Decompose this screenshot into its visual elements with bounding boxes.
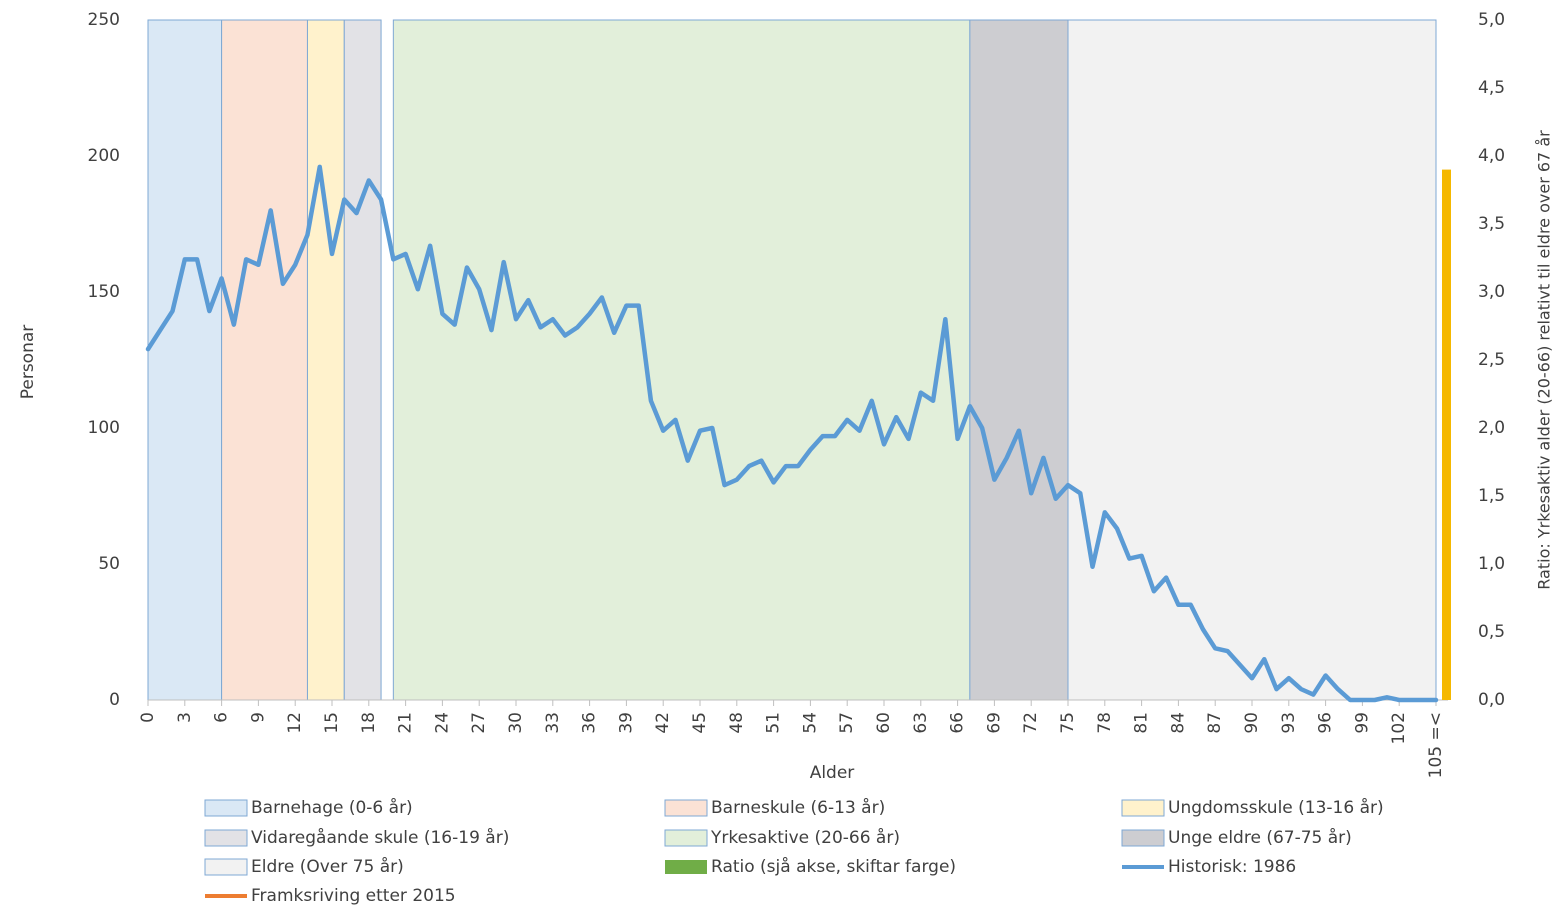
legend-swatch (664, 829, 708, 847)
y-tick-label: 50 (98, 554, 120, 574)
x-tick-label: 51 (764, 712, 784, 734)
x-tick-label: 66 (948, 712, 968, 734)
legend-swatch (1121, 799, 1165, 817)
legend-label: Unge eldre (67-75 år) (1168, 827, 1352, 848)
x-tick-label: 15 (322, 712, 342, 734)
y2-tick-label: 3,5 (1478, 214, 1505, 234)
legend-label: Barneskule (6-13 år) (711, 797, 885, 818)
x-tick-label: 3 (175, 712, 195, 723)
y-axis-title: Personar (18, 325, 38, 400)
band (969, 19, 1069, 701)
legend-label: Ratio (sjå akse, skiftar farge) (711, 856, 956, 877)
legend-swatch (665, 860, 707, 874)
legend-swatch (664, 799, 708, 817)
x-tick-label: 105 =< (1426, 712, 1446, 778)
x-axis-title: Alder (810, 763, 855, 783)
x-tick-label: 78 (1095, 712, 1115, 734)
y2-tick-label: 2,5 (1478, 350, 1505, 370)
y-tick-label: 100 (88, 418, 120, 438)
x-tick-label: 30 (506, 712, 526, 734)
x-tick-label: 57 (837, 712, 857, 734)
y2-tick-label: 4,5 (1478, 78, 1505, 98)
y-tick-label: 250 (88, 10, 120, 30)
y-tick-label: 200 (88, 146, 120, 166)
legend-label: Eldre (Over 75 år) (251, 856, 404, 877)
x-tick-label: 21 (396, 712, 416, 734)
y2-tick-label: 5,0 (1478, 10, 1505, 30)
x-tick-label: 69 (984, 712, 1004, 734)
x-tick-label: 24 (432, 712, 452, 734)
band (306, 19, 345, 701)
y2-tick-label: 1,0 (1478, 554, 1505, 574)
x-tick-label: 36 (580, 712, 600, 734)
y2-tick-label: 1,5 (1478, 486, 1505, 506)
legend-swatch (204, 858, 248, 876)
x-tick-label: 93 (1279, 712, 1299, 734)
band (221, 19, 308, 701)
x-tick-label: 102 (1389, 712, 1409, 744)
x-tick-label: 33 (543, 712, 563, 734)
band (392, 19, 971, 701)
legend-label: Framksriving etter 2015 (251, 886, 456, 906)
y2-axis-title: Ratio: Yrkesaktiv alder (20-66) relativt… (1535, 130, 1554, 590)
x-tick-label: 42 (653, 712, 673, 734)
x-tick-label: 39 (616, 712, 636, 734)
legend-label: Barnehage (0-6 år) (251, 797, 413, 818)
legend-label: Vidaregåande skule (16-19 år) (251, 827, 509, 848)
legend-label: Yrkesaktive (20-66 år) (710, 827, 900, 848)
x-tick-label: 9 (248, 712, 268, 723)
band (147, 19, 223, 701)
x-tick-label: 0 (138, 712, 158, 723)
y2-tick-label: 0,5 (1478, 622, 1505, 642)
x-tick-label: 12 (285, 712, 305, 734)
y2-tick-label: 0,0 (1478, 690, 1505, 710)
legend-label: Historisk: 1986 (1168, 857, 1296, 877)
band (343, 19, 382, 701)
y-tick-label: 0 (109, 690, 120, 710)
legend-swatch (1121, 829, 1165, 847)
x-tick-label: 48 (727, 712, 747, 734)
x-tick-label: 60 (874, 712, 894, 734)
ratio-bar (1442, 169, 1451, 701)
x-tick-label: 99 (1352, 712, 1372, 734)
x-tick-label: 6 (212, 712, 232, 723)
band (1067, 19, 1437, 701)
x-tick-label: 45 (690, 712, 710, 734)
x-tick-label: 54 (800, 712, 820, 734)
y2-tick-label: 2,0 (1478, 418, 1505, 438)
x-tick-label: 81 (1132, 712, 1152, 734)
y2-tick-label: 3,0 (1478, 282, 1505, 302)
x-tick-label: 90 (1242, 712, 1262, 734)
legend-label: Ungdomsskule (13-16 år) (1168, 797, 1384, 818)
legend-swatch (204, 829, 248, 847)
y-tick-label: 150 (88, 282, 120, 302)
x-tick-label: 72 (1021, 712, 1041, 734)
x-tick-label: 87 (1205, 712, 1225, 734)
x-tick-label: 18 (359, 712, 379, 734)
legend-swatch (204, 799, 248, 817)
x-tick-label: 96 (1316, 712, 1336, 734)
x-tick-label: 84 (1168, 712, 1188, 734)
x-tick-label: 27 (469, 712, 489, 734)
y2-tick-label: 4,0 (1478, 146, 1505, 166)
x-tick-label: 63 (911, 712, 931, 734)
line (145, 164, 1439, 703)
x-tick-label: 75 (1058, 712, 1078, 734)
